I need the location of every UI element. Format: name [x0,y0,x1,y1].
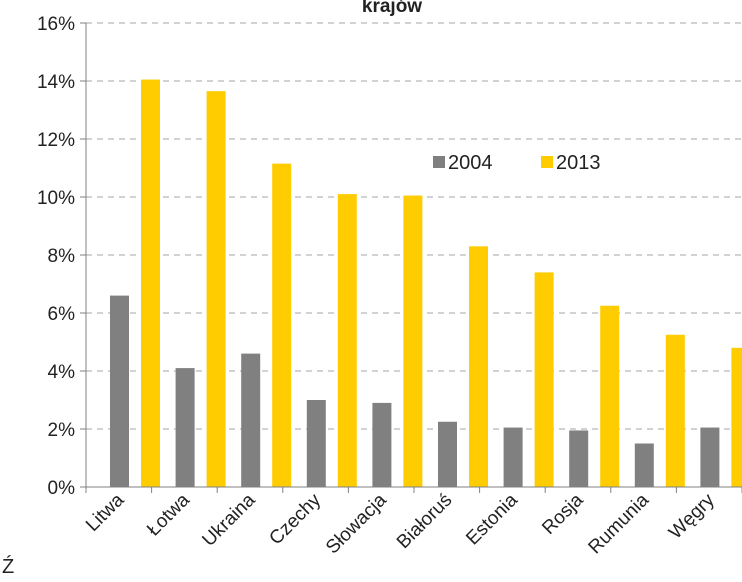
y-tick-label: 6% [48,304,76,325]
x-tick-label: Litwa [82,489,129,536]
x-tick-label: Białoruś [393,490,456,553]
bar-2013-Słowacja [403,195,423,488]
y-tick-label: 8% [48,246,76,267]
y-tick-label: 14% [37,72,75,93]
y-tick-label: 16% [37,14,75,35]
y-tick-label: 4% [48,362,76,383]
bar-2004-Łotwa [175,368,195,487]
x-tick-label: Rosja [538,489,588,539]
legend-label-2004: 2004 [448,152,493,174]
y-tick-label: 12% [37,130,75,151]
bar-2004-Ukraina [241,353,261,487]
legend-swatch-2004 [433,156,445,168]
bar-2013-Rumunia [665,334,685,487]
y-tick-label: 2% [48,420,76,441]
bar-2004-Słowacja [372,402,392,487]
bar-2004-Estonia [503,427,523,487]
bar-2013-Ukraina [272,163,292,487]
y-tick-label: 0% [48,478,76,499]
legend-swatch-2013 [541,156,553,168]
chart-title: krajów [362,0,422,17]
bar-2004-Białoruś [438,421,457,487]
x-tick-label: Ukraina [198,489,259,550]
bar-2013-Rosja [600,305,620,487]
bar-2013-Węgry [731,347,742,487]
bar-2013-Łotwa [206,91,226,488]
legend-label-2013: 2013 [556,152,601,174]
bar-2013-Litwa [141,79,160,488]
y-tick-label: 10% [37,188,75,209]
bar-2004-Rumunia [634,443,654,487]
x-tick-label: Łotwa [143,489,194,540]
x-tick-label: Estonia [462,489,522,549]
x-tick-label: Czechy [265,489,325,549]
x-tick-label: Węgry [665,489,719,543]
bar-2004-Węgry [700,427,720,487]
y-axis-ticks: 0% 2% 4% 6% 8% 10% 12% 14% 16% [37,14,86,499]
x-tick-label: Rumunia [585,489,654,558]
bars [110,79,742,488]
bar-2013-Estonia [534,272,554,487]
x-tick-label: Słowacja [322,489,391,558]
bar-2013-Białoruś [469,246,488,487]
legend: 2004 2013 [433,152,601,174]
bar-2004-Czechy [306,400,326,487]
footnote-text: Ź [2,556,15,578]
bar-2013-Czechy [337,194,357,487]
bar-2004-Rosja [569,430,589,487]
bar-2004-Litwa [110,295,129,487]
